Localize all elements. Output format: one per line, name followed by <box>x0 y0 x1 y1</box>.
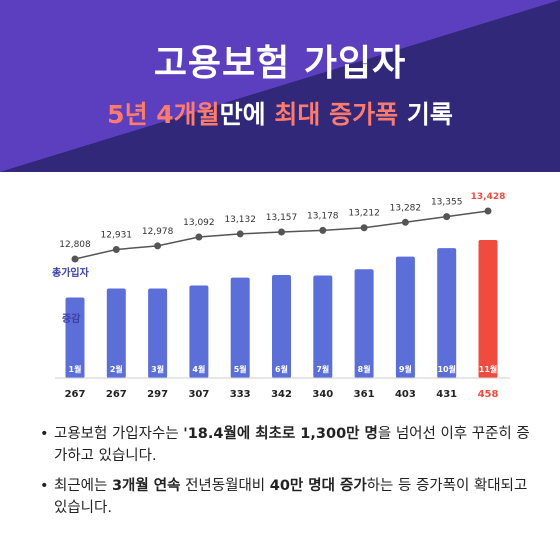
total-value-label: 13,157 <box>266 213 298 223</box>
line-point <box>443 213 451 221</box>
bar-month-label: 9월 <box>399 364 412 374</box>
subtitle-highlight-2: 최대 증가폭 <box>274 100 399 129</box>
change-value-label: 342 <box>271 389 292 400</box>
change-value-label: 333 <box>230 389 251 400</box>
page-subtitle: 5년 4개월만에 최대 증가폭 기록 <box>0 95 560 131</box>
bar-month-label: 6월 <box>275 364 288 374</box>
banner-background <box>0 0 560 172</box>
bar <box>272 274 291 378</box>
total-value-label: 13,092 <box>183 218 215 228</box>
line-point <box>112 245 120 253</box>
total-value-label: 13,178 <box>307 211 339 221</box>
page-title: 고용보험 가입자 <box>153 43 407 84</box>
bar <box>313 275 333 378</box>
change-value-label: 267 <box>65 389 86 400</box>
bar-month-label: 4월 <box>192 364 205 374</box>
bar-month-label: 5월 <box>234 364 247 374</box>
header-banner: 고용보험 가입자 5년 4개월만에 최대 증가폭 기록 <box>0 0 560 172</box>
bullet-text: 고용보험 가입자수는 <box>54 426 184 442</box>
total-value-label: 13,428 <box>471 192 506 202</box>
line-point <box>319 226 327 234</box>
chart: 1월 267 12,808 2월 267 12,931 3월 297 12,978 4월 307 13… <box>52 192 510 400</box>
bar-month-label: 11월 <box>479 364 498 374</box>
bullet-bold: 40만 명대 증가 <box>269 478 367 494</box>
total-value-label: 12,931 <box>101 230 133 240</box>
subtitle-text-1: 만에 <box>219 100 275 129</box>
bar <box>189 285 209 378</box>
bar <box>230 277 250 378</box>
bullet-list: • 고용보험 가입자수는 '18.4월에 최초로 1,300만 명을 넘어선 이… <box>40 423 540 527</box>
bullet-bold: '18.4월에 최초로 1,300만 명 <box>183 426 378 442</box>
bar-month-label: 2월 <box>110 364 123 374</box>
change-value-label: 307 <box>188 389 209 400</box>
bullet-text: 전년동월대비 <box>180 478 270 494</box>
bullet-item-1: • 고용보험 가입자수는 '18.4월에 최초로 1,300만 명을 넘어선 이… <box>40 423 540 467</box>
bar <box>65 297 85 378</box>
change-value-label: 297 <box>147 389 168 400</box>
change-value-label: 431 <box>436 389 457 400</box>
line-point <box>71 255 79 263</box>
series-label-change: 증감 <box>62 313 81 325</box>
bullet-item-2: • 최근에는 3개월 연속 전년동월대비 40만 명대 증가하는 등 증가폭이 … <box>40 475 540 519</box>
line-point <box>484 207 492 215</box>
total-value-label: 13,282 <box>390 203 422 213</box>
line-point <box>401 218 409 226</box>
line-point <box>278 228 285 236</box>
bar <box>478 240 498 378</box>
line-point <box>195 233 203 241</box>
bullet-marker: • <box>40 426 49 442</box>
bar-month-label: 3월 <box>151 364 164 374</box>
bar <box>395 256 415 378</box>
bar-month-label: 7월 <box>316 364 329 374</box>
bar <box>148 288 168 378</box>
bullet-marker: • <box>40 478 49 494</box>
total-value-label: 13,212 <box>348 209 380 219</box>
bar <box>106 288 126 378</box>
change-value-label: 267 <box>106 389 127 400</box>
bar <box>354 269 374 378</box>
total-value-label: 12,978 <box>142 227 174 237</box>
total-value-label: 13,355 <box>431 198 463 208</box>
bullet-text: 최근에는 <box>54 478 112 494</box>
line-point <box>360 224 368 232</box>
change-value-label: 403 <box>395 389 416 400</box>
total-value-label: 13,132 <box>224 215 256 225</box>
bullet-text: 을 넘어선 이후 꾸준히 증가하고 있습니다. <box>54 426 530 464</box>
bullet-text: 하는 등 증가폭이 확대되고 있습니다. <box>54 478 528 516</box>
change-value-label: 458 <box>478 389 499 400</box>
line-point <box>236 230 244 238</box>
subtitle-text-2: 기록 <box>398 100 453 129</box>
total-value-label: 12,808 <box>59 240 91 250</box>
bar <box>437 248 457 378</box>
bar-month-label: 8월 <box>358 364 371 374</box>
line-point <box>154 242 162 250</box>
bullet-bold: 3개월 연속 <box>111 478 181 494</box>
subtitle-highlight-1: 5년 4개월 <box>107 100 220 129</box>
bar-month-label: 10월 <box>437 364 456 374</box>
change-value-label: 340 <box>312 389 333 400</box>
change-value-label: 361 <box>354 389 375 400</box>
series-label-total: 총가입자 <box>52 266 90 279</box>
bar-month-label: 1월 <box>69 364 82 374</box>
